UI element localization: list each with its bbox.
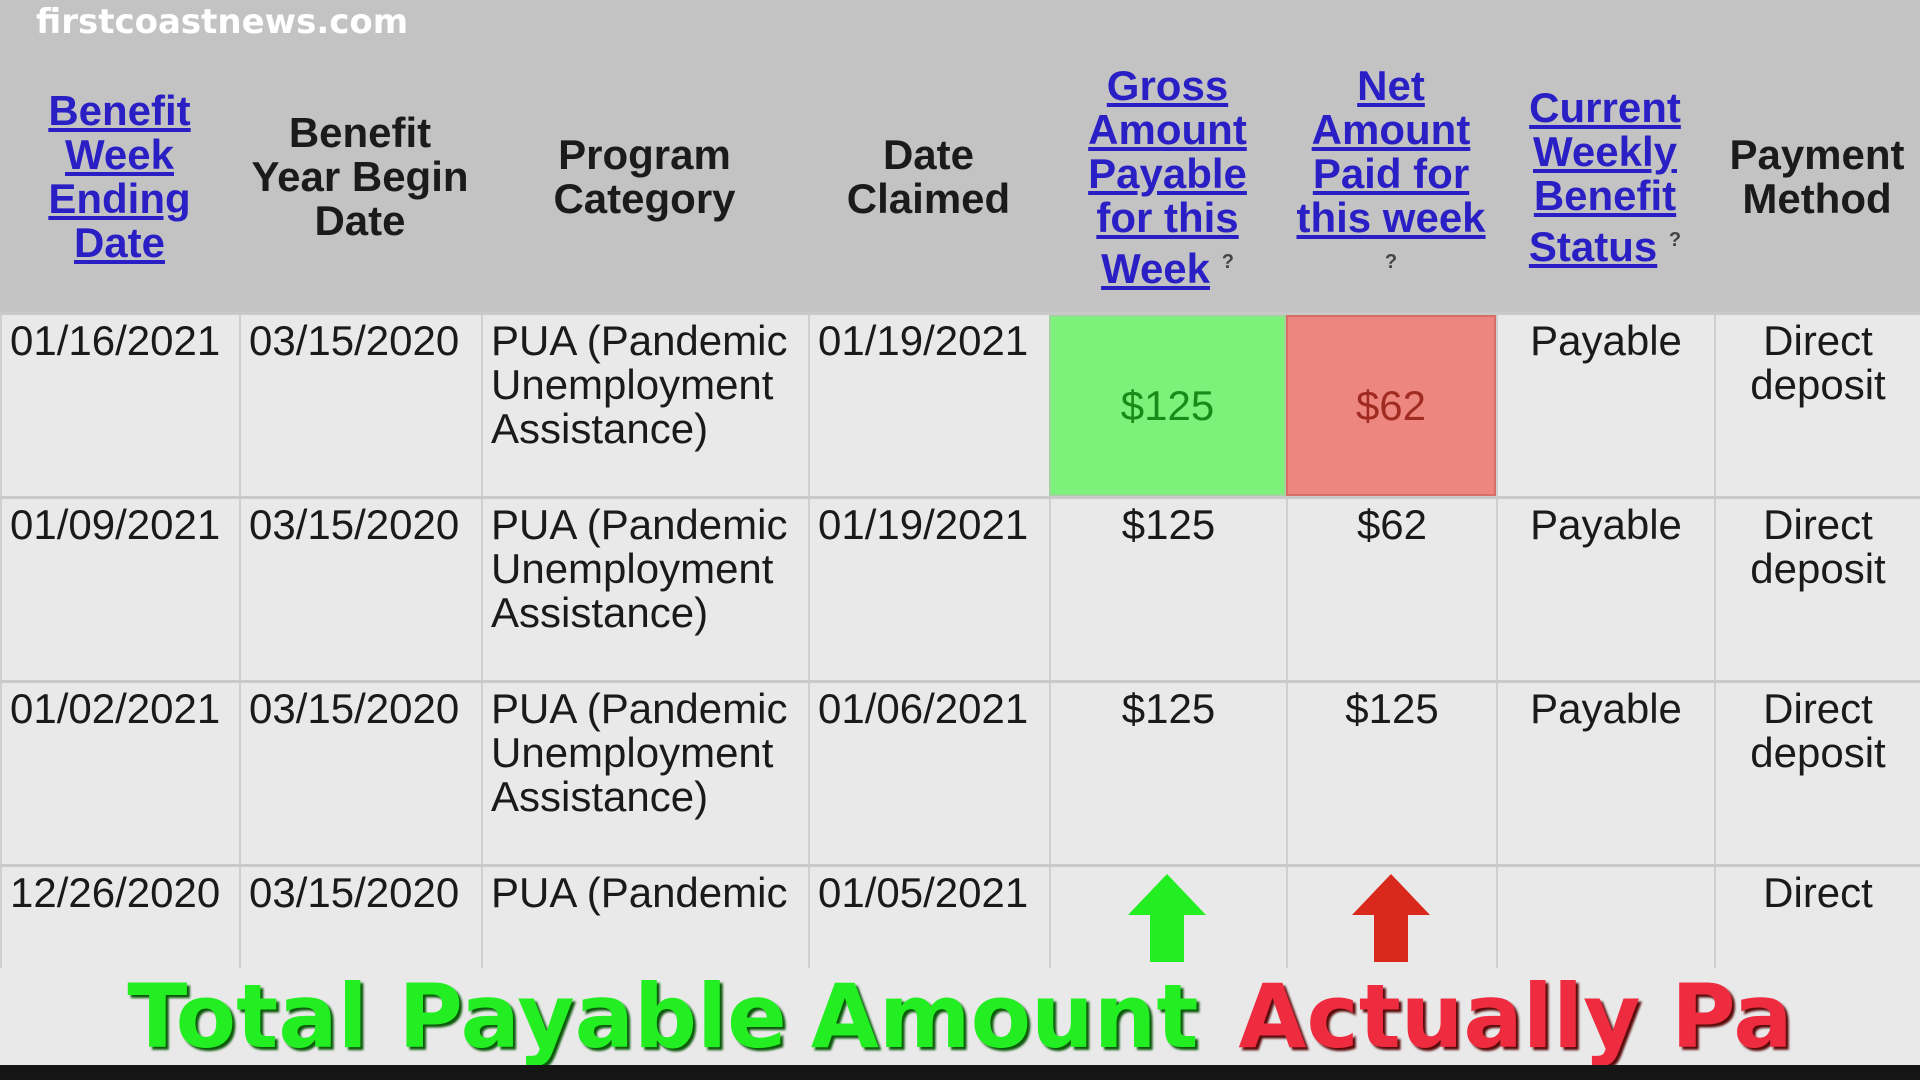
- table-row: 01/02/2021 03/15/2020 PUA (Pandemic Unempl…: [0, 680, 1920, 864]
- cell-week: 01/16/2021: [0, 315, 239, 496]
- column-header: Payment Method: [1714, 42, 1920, 312]
- cell-program: PUA (Pandemic Unemployment Assistance): [481, 315, 808, 496]
- header-label: Benefit Year Begin Date: [251, 109, 469, 244]
- column-header: Date Claimed: [808, 42, 1049, 312]
- cell-program: PUA (Pandemic Unemployment Assistance): [481, 499, 808, 680]
- cell-year-begin: 03/15/2020: [239, 499, 481, 680]
- header-label: Program Category: [553, 131, 736, 222]
- annotation-band: Total Payable Amount Actually Pa: [0, 968, 1920, 1065]
- sort-link[interactable]: Current Weekly Benefit Status: [1528, 83, 1681, 270]
- cell-method: Direct deposit: [1714, 683, 1920, 864]
- cell-method: Direct deposit: [1714, 315, 1920, 496]
- overlay-actually-paid: Actually Pa: [1238, 964, 1793, 1068]
- cell-program: PUA (Pandemic Unemployment Assistance): [481, 683, 808, 864]
- table-header: Benefit Week Ending Date Benefit Year Beg…: [0, 0, 1920, 312]
- cell-method: Direct: [1714, 867, 1920, 968]
- cell-year-begin: 03/15/2020: [239, 683, 481, 864]
- help-icon[interactable]: ?: [1384, 250, 1398, 273]
- cell-status: Payable: [1496, 499, 1714, 680]
- watermark: firstcoastnews.com: [36, 2, 409, 42]
- cell-status: [1496, 867, 1714, 968]
- header-label: Payment Method: [1729, 131, 1905, 222]
- overlay-total-payable: Total Payable: [127, 964, 787, 1068]
- cell-status: Payable: [1496, 683, 1714, 864]
- column-header: Benefit Year Begin Date: [239, 42, 481, 312]
- column-header[interactable]: Current Weekly Benefit Status ?: [1496, 42, 1714, 312]
- column-header[interactable]: Benefit Week Ending Date: [0, 42, 239, 312]
- help-icon[interactable]: ?: [1668, 228, 1682, 251]
- table-row: 12/26/2020 03/15/2020 PUA (Pandemic 01/05/2…: [0, 864, 1920, 968]
- cell-claimed: 01/05/2021: [808, 867, 1049, 968]
- overlay-amount: Amount: [810, 964, 1199, 1068]
- cell-gross: $125: [1049, 315, 1286, 496]
- cell-claimed: 01/06/2021: [808, 683, 1049, 864]
- cell-program: PUA (Pandemic: [481, 867, 808, 968]
- sort-link[interactable]: Gross Amount Payable for this Week: [1088, 61, 1247, 292]
- header-label: Date Claimed: [846, 131, 1011, 222]
- table-row: 01/16/2021 03/15/2020 PUA (Pandemic Unempl…: [0, 312, 1920, 496]
- column-header[interactable]: Net Amount Paid for this week ?: [1286, 42, 1496, 312]
- cell-gross: [1049, 867, 1286, 968]
- sort-link[interactable]: Benefit Week Ending Date: [48, 87, 191, 266]
- cell-net: $62: [1286, 499, 1496, 680]
- cell-year-begin: 03/15/2020: [239, 867, 481, 968]
- cell-year-begin: 03/15/2020: [239, 315, 481, 496]
- cell-week: 01/02/2021: [0, 683, 239, 864]
- cell-method: Direct deposit: [1714, 499, 1920, 680]
- cell-claimed: 01/19/2021: [808, 315, 1049, 496]
- cell-net: $125: [1286, 683, 1496, 864]
- cell-net: $62: [1286, 315, 1496, 496]
- cell-claimed: 01/19/2021: [808, 499, 1049, 680]
- cell-gross: $125: [1049, 683, 1286, 864]
- sort-link[interactable]: Net Amount Paid for this week: [1296, 61, 1486, 241]
- cell-status: Payable: [1496, 315, 1714, 496]
- cell-net: [1286, 867, 1496, 968]
- table-row: 01/09/2021 03/15/2020 PUA (Pandemic Unempl…: [0, 496, 1920, 680]
- column-header[interactable]: Gross Amount Payable for this Week ?: [1049, 42, 1286, 312]
- overlay-green-group: Total Payable Amount: [127, 964, 1199, 1068]
- help-icon[interactable]: ?: [1221, 250, 1234, 273]
- cell-week: 12/26/2020: [0, 867, 239, 968]
- cell-week: 01/09/2021: [0, 499, 239, 680]
- cell-gross: $125: [1049, 499, 1286, 680]
- column-header: Program Category: [481, 42, 808, 312]
- bottom-bar: [0, 1065, 1920, 1080]
